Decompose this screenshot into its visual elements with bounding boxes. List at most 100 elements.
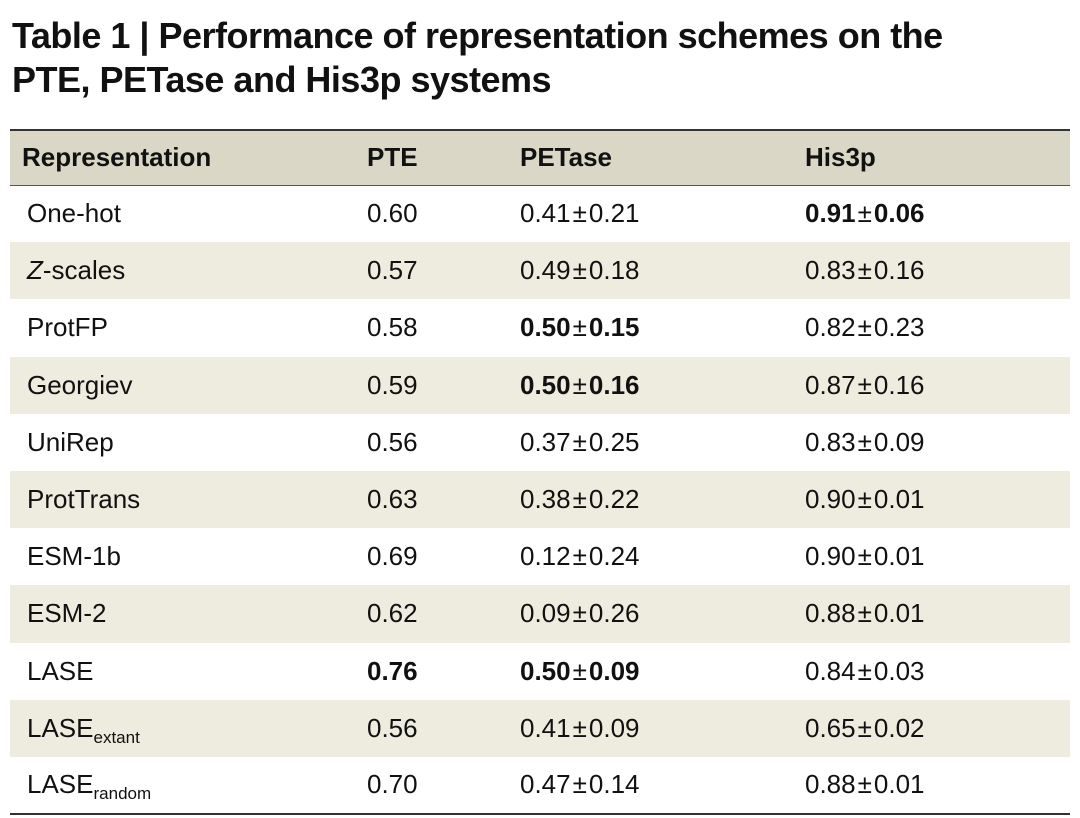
cell-pte: 0.62 xyxy=(355,585,508,642)
pte-value: 0.56 xyxy=(367,712,418,743)
cell-petase-sd: 0.18 xyxy=(588,255,640,286)
cell-his3p-sd: 0.16 xyxy=(873,369,925,400)
cell-petase: 0.41±0.09 xyxy=(508,700,790,757)
plus-minus-symbol: ± xyxy=(572,198,587,229)
cell-his3p-mean: 0.87 xyxy=(805,369,856,400)
cell-petase: 0.37±0.25 xyxy=(508,414,790,471)
cell-his3p: 0.90±0.01 xyxy=(790,471,1070,528)
cell-representation: LASErandom xyxy=(10,757,355,814)
plus-minus-symbol: ± xyxy=(857,484,872,515)
cell-petase: 0.38±0.22 xyxy=(508,471,790,528)
cell-his3p-sd: 0.01 xyxy=(873,598,925,629)
plus-minus-symbol: ± xyxy=(572,769,587,800)
results-table: Representation PTE PETase His3p One-hot 0… xyxy=(10,129,1070,815)
cell-his3p: 0.82±0.23 xyxy=(790,299,1070,356)
representation-name: One-hot xyxy=(27,198,121,229)
table-body: One-hot 0.60 0.41±0.21 0.91±0.06 Z-scales 0.5… xyxy=(10,185,1070,815)
cell-pte: 0.56 xyxy=(355,700,508,757)
table-row: LASEextant 0.56 0.41±0.09 0.65±0.02 xyxy=(10,699,1070,757)
pte-value: 0.70 xyxy=(367,769,418,800)
table-row: ProtFP 0.58 0.50±0.15 0.82±0.23 xyxy=(10,299,1070,356)
cell-his3p-sd: 0.03 xyxy=(873,655,925,686)
cell-petase: 0.12±0.24 xyxy=(508,528,790,585)
cell-pte: 0.57 xyxy=(355,242,508,299)
cell-petase-sd: 0.25 xyxy=(588,426,640,457)
table-row: ProtTrans 0.63 0.38±0.22 0.90±0.01 xyxy=(10,470,1070,529)
cell-his3p-sd: 0.16 xyxy=(873,255,925,286)
representation-name: LASE xyxy=(27,655,94,686)
representation-name: ESM-1b xyxy=(27,541,121,572)
pte-value: 0.59 xyxy=(367,369,418,400)
cell-petase-mean: 0.37 xyxy=(520,426,571,457)
cell-his3p: 0.88±0.01 xyxy=(790,585,1070,642)
representation-name: ESM-2 xyxy=(27,598,107,629)
table-row: UniRep 0.56 0.37±0.25 0.83±0.09 xyxy=(10,414,1070,471)
representation-name: Georgiev xyxy=(27,369,133,400)
plus-minus-symbol: ± xyxy=(857,426,872,457)
cell-representation: One-hot xyxy=(10,185,355,242)
cell-petase-mean: 0.09 xyxy=(520,598,571,629)
cell-pte: 0.69 xyxy=(355,528,508,585)
cell-representation: ESM-1b xyxy=(10,528,355,585)
cell-his3p-sd: 0.01 xyxy=(873,769,925,800)
plus-minus-symbol: ± xyxy=(572,369,587,400)
representation-italic-prefix: Z xyxy=(27,255,43,286)
plus-minus-symbol: ± xyxy=(572,655,587,686)
plus-minus-symbol: ± xyxy=(572,484,587,515)
table-row: Georgiev 0.59 0.50±0.16 0.87±0.16 xyxy=(10,356,1070,414)
cell-petase: 0.50±0.09 xyxy=(508,643,790,700)
cell-petase-mean: 0.47 xyxy=(520,769,571,800)
header-representation: Representation xyxy=(22,142,212,173)
pte-value: 0.76 xyxy=(367,655,418,686)
cell-petase-sd: 0.24 xyxy=(588,541,640,572)
plus-minus-symbol: ± xyxy=(857,769,872,800)
plus-minus-symbol: ± xyxy=(857,198,872,229)
table-row: LASE 0.76 0.50±0.09 0.84±0.03 xyxy=(10,643,1070,700)
header-his3p: His3p xyxy=(805,142,876,173)
representation-name: ProtTrans xyxy=(27,484,141,515)
representation-name: -scales xyxy=(42,255,126,286)
pte-value: 0.63 xyxy=(367,484,418,515)
cell-representation: LASEextant xyxy=(10,700,355,757)
cell-petase-mean: 0.38 xyxy=(520,484,571,515)
pte-value: 0.58 xyxy=(367,312,418,343)
plus-minus-symbol: ± xyxy=(572,312,587,343)
cell-his3p-mean: 0.90 xyxy=(805,484,856,515)
table-title-line-2: PTE, PETase and His3p systems xyxy=(12,59,552,100)
plus-minus-symbol: ± xyxy=(857,655,872,686)
cell-his3p: 0.88±0.01 xyxy=(790,757,1070,814)
cell-his3p-mean: 0.88 xyxy=(805,769,856,800)
cell-pte: 0.60 xyxy=(355,185,508,242)
cell-petase: 0.09±0.26 xyxy=(508,585,790,642)
cell-his3p-mean: 0.90 xyxy=(805,541,856,572)
cell-representation: ESM-2 xyxy=(10,585,355,642)
cell-his3p-mean: 0.82 xyxy=(805,312,856,343)
cell-his3p-sd: 0.06 xyxy=(873,198,925,229)
cell-representation: ProtFP xyxy=(10,299,355,356)
cell-pte: 0.63 xyxy=(355,471,508,528)
cell-his3p-sd: 0.01 xyxy=(873,484,925,515)
cell-his3p-sd: 0.09 xyxy=(873,426,925,457)
cell-petase-mean: 0.50 xyxy=(520,369,571,400)
header-petase: PETase xyxy=(520,142,613,173)
cell-petase: 0.50±0.16 xyxy=(508,357,790,414)
cell-his3p-mean: 0.84 xyxy=(805,655,856,686)
cell-petase-mean: 0.50 xyxy=(520,312,571,343)
plus-minus-symbol: ± xyxy=(857,541,872,572)
table-row: LASErandom 0.70 0.47±0.14 0.88±0.01 xyxy=(10,757,1070,815)
cell-petase-mean: 0.41 xyxy=(520,712,571,743)
cell-his3p-mean: 0.91 xyxy=(805,198,856,229)
cell-pte: 0.58 xyxy=(355,299,508,356)
pte-value: 0.62 xyxy=(367,598,418,629)
cell-petase-sd: 0.14 xyxy=(588,769,640,800)
cell-petase: 0.49±0.18 xyxy=(508,242,790,299)
cell-petase-sd: 0.16 xyxy=(588,369,640,400)
cell-pte: 0.56 xyxy=(355,414,508,471)
cell-petase: 0.50±0.15 xyxy=(508,299,790,356)
representation-name: UniRep xyxy=(27,426,114,457)
header-pte: PTE xyxy=(367,142,418,173)
plus-minus-symbol: ± xyxy=(857,369,872,400)
plus-minus-symbol: ± xyxy=(857,255,872,286)
cell-representation: UniRep xyxy=(10,414,355,471)
table-title: Table 1 | Performance of representation … xyxy=(12,14,1052,102)
